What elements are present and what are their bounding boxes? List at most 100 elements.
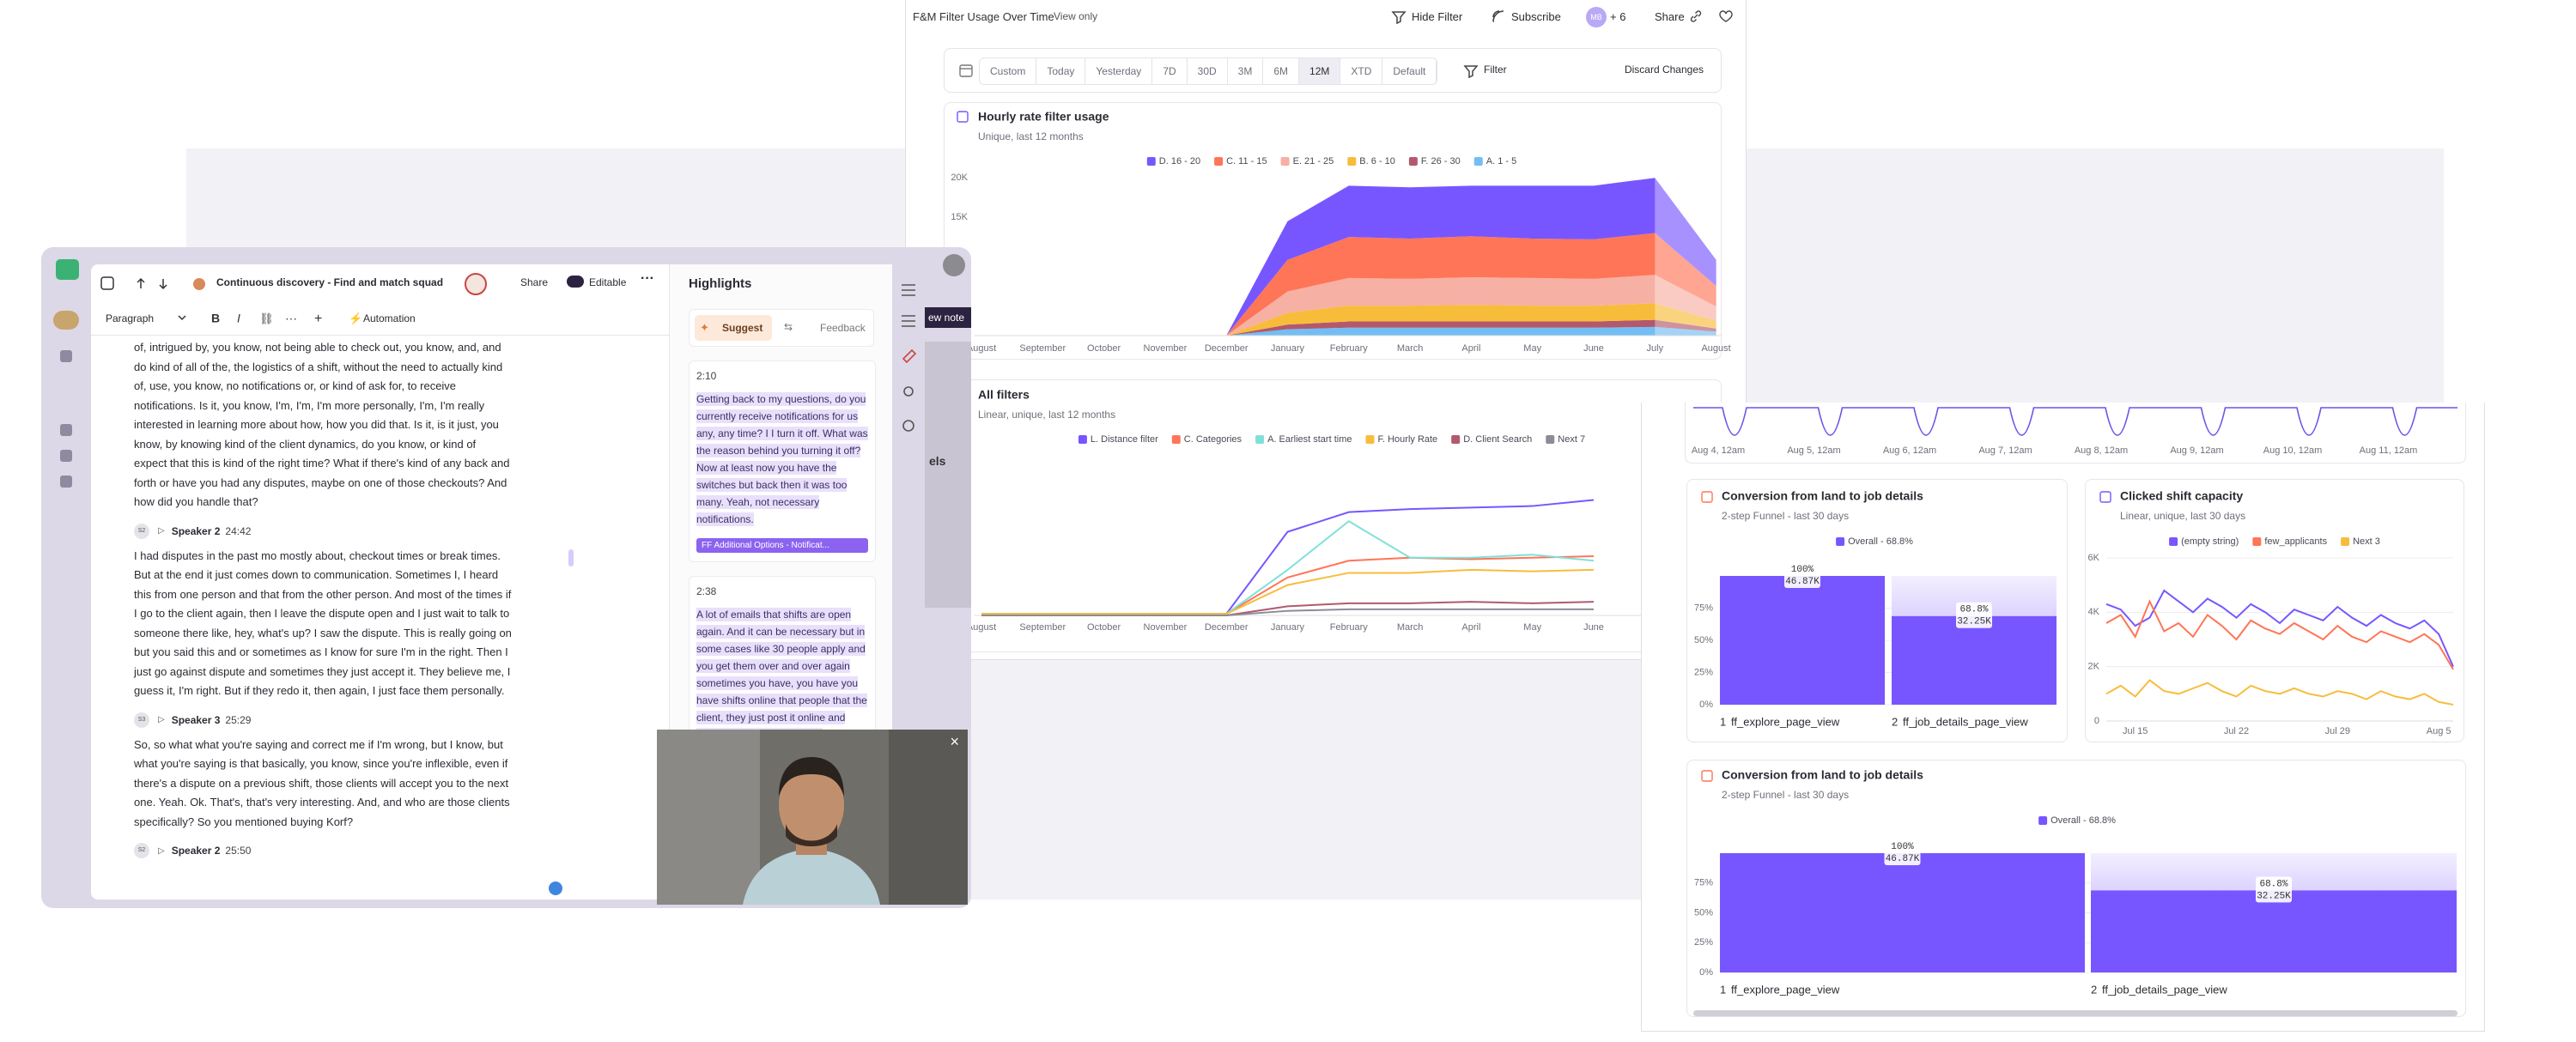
suggest-button[interactable] — [695, 315, 772, 341]
discard-button[interactable]: Discard Changes — [1624, 64, 1704, 76]
new-note-button[interactable]: ew note — [925, 307, 971, 328]
x-tick-label: Jul 15 — [2123, 726, 2148, 736]
dashboard-charts: Hourly rate filter usage Unique, last 12 … — [951, 110, 1730, 633]
legend-label: B. 6 - 10 — [1359, 156, 1395, 167]
date-range-group: Custom Today Yesterday 7D 30D 3M 6M 12M XTD Defau… — [979, 58, 1438, 85]
highlight-tag[interactable]: FF Additional Options - Notificat... — [696, 538, 868, 553]
timeline-label: Aug 7, 12am — [1978, 445, 2032, 456]
paragraph-style[interactable]: Paragraph — [106, 312, 155, 324]
chart-icon — [1701, 770, 1713, 782]
value-label: 100% — [1791, 565, 1814, 575]
toolbar-divider — [91, 335, 669, 336]
play-icon[interactable]: ▷ — [158, 715, 165, 724]
legend-swatch — [1365, 435, 1375, 444]
calendar-icon — [959, 64, 973, 77]
share-button[interactable]: Share — [520, 276, 549, 288]
x-tick-label: May — [1523, 622, 1541, 633]
y-tick-label: 15K — [951, 212, 968, 222]
legend-swatch — [1146, 157, 1156, 166]
line — [2105, 599, 2454, 670]
y-tick-label: 2K — [2088, 662, 2100, 672]
bar — [1720, 576, 1885, 705]
more-menu[interactable]: ··· — [641, 271, 654, 286]
document-panel: Continuous discovery - Find and match sq… — [91, 264, 669, 900]
filter-icon[interactable]: ⇆ — [784, 321, 793, 333]
legend-label: A. Earliest start time — [1267, 434, 1352, 445]
filter-icon — [1391, 11, 1406, 24]
y-tick-label: 75% — [1694, 878, 1713, 888]
editable-toggle[interactable] — [567, 276, 584, 288]
background-panel — [925, 342, 971, 608]
x-tick-label: January — [1271, 343, 1305, 354]
line — [2105, 679, 2454, 706]
legend-swatch — [1546, 435, 1555, 444]
legend-label: A. 1 - 5 — [1486, 156, 1516, 167]
legend-label: D. 16 - 20 — [1159, 156, 1200, 167]
filter-icon — [1463, 65, 1479, 78]
timeline-label: Aug 6, 12am — [1883, 445, 1936, 456]
date-range-button[interactable]: XTD — [1340, 58, 1383, 84]
chart-icon — [2099, 491, 2111, 503]
format-icons: B I ⛓ ··· + ⚡ — [178, 312, 362, 326]
legend-label: few_applicants — [2264, 536, 2327, 547]
date-range-button[interactable]: Custom — [980, 58, 1037, 84]
nav-icon — [60, 450, 72, 462]
hide-filter-button[interactable]: Hide Filter — [1412, 10, 1463, 23]
link-icon[interactable] — [1689, 9, 1703, 23]
feedback-button[interactable]: Feedback — [820, 322, 866, 334]
play-icon[interactable]: ▷ — [158, 526, 165, 536]
transcript-text: I had disputes in the past mo mostly abo… — [134, 548, 512, 698]
highlight-time: 2:10 — [696, 370, 717, 382]
date-range-button[interactable]: 7D — [1152, 58, 1188, 84]
area — [981, 303, 1716, 336]
date-range-button[interactable]: Default — [1382, 58, 1437, 84]
x-tick-label: August — [967, 343, 996, 354]
date-range-button[interactable]: 6M — [1263, 58, 1300, 84]
timestamp: 24:42 — [225, 524, 252, 537]
close-video[interactable]: × — [950, 733, 959, 750]
legend-label: C. 11 - 15 — [1226, 156, 1267, 167]
scrollbar[interactable] — [1693, 1010, 2458, 1016]
date-range-button[interactable]: 12M — [1299, 58, 1341, 84]
partial-period — [1655, 170, 1716, 336]
chart-title: Conversion from land to job details — [1722, 768, 1923, 782]
timeline-label: Aug 11, 12am — [2360, 445, 2418, 456]
x-tick-label: August — [1701, 343, 1730, 354]
share-button[interactable]: Share — [1655, 10, 1685, 23]
play-icon[interactable]: ▷ — [158, 845, 165, 856]
subscribe-button[interactable]: Subscribe — [1511, 10, 1561, 23]
date-range-button[interactable]: 3M — [1228, 58, 1264, 84]
x-tick-label: June — [1583, 622, 1604, 633]
chart-title: Hourly rate filter usage — [978, 110, 1109, 124]
label-box — [1784, 562, 1820, 588]
date-range-button[interactable]: Yesterday — [1085, 58, 1153, 84]
line — [2105, 589, 2454, 668]
speaker-badge: S3 — [134, 712, 149, 728]
member-count: + 6 — [1610, 10, 1626, 23]
svg-text:B: B — [211, 312, 220, 325]
date-range-button[interactable]: Today — [1036, 58, 1086, 84]
label-box — [1884, 839, 1921, 865]
suggest-icon: ✦ — [700, 321, 709, 334]
speaker-name: Speaker 2 — [171, 524, 221, 537]
highlights-title: Highlights — [689, 276, 752, 291]
line — [981, 568, 1595, 615]
quote-text: Getting back to my questions, do you cur… — [696, 392, 868, 526]
filter-button[interactable]: Filter — [1484, 64, 1507, 76]
video-call[interactable]: × — [657, 730, 968, 905]
panel-fragment: els — [929, 454, 946, 468]
chart-card — [2085, 479, 2464, 742]
automation-button[interactable]: Automation — [363, 312, 416, 324]
date-range-button[interactable]: 30D — [1188, 58, 1228, 84]
legend-swatch — [1255, 435, 1265, 444]
x-tick-label: December — [1205, 622, 1249, 633]
legend: Overall - 68.8% — [2038, 815, 2116, 826]
step-number: 2 — [1892, 715, 1898, 728]
y-tick-label: 6K — [2088, 553, 2100, 563]
x-tick-label: Aug 5 — [2427, 726, 2451, 736]
x-tick-label: April — [1461, 622, 1480, 633]
speaker-badge: S2 — [134, 843, 149, 858]
step-label: ff_explore_page_view — [1731, 715, 1840, 728]
favorite-icon[interactable] — [1718, 9, 1734, 23]
nav-icon — [60, 424, 72, 436]
